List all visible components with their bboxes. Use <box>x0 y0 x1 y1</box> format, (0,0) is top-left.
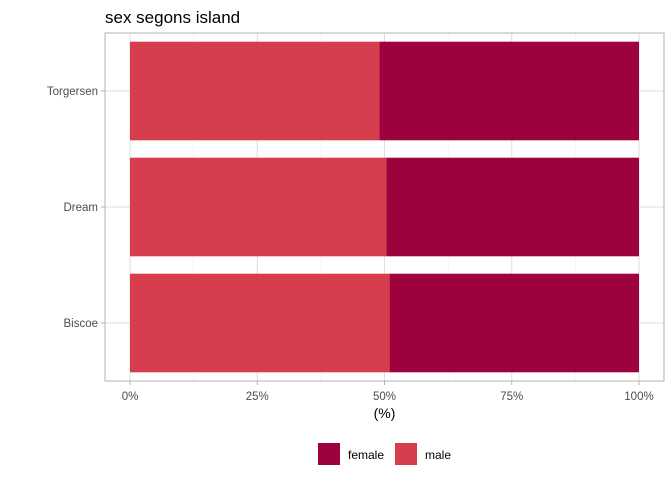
x-axis-title: (%) <box>374 405 396 421</box>
y-axis: Biscoe Dream Torgersen <box>47 86 105 330</box>
bar-male-torgersen <box>130 41 380 141</box>
chart-title: sex segons island <box>105 8 240 27</box>
legend-label-female: female <box>348 448 384 462</box>
legend: female male <box>318 443 451 465</box>
bar-female-biscoe <box>389 273 639 373</box>
legend-swatch-female <box>318 443 340 465</box>
x-tick-label: 50% <box>373 391 396 403</box>
x-tick-label: 100% <box>624 391 653 403</box>
x-tick-label: 25% <box>246 391 269 403</box>
y-tick-label: Dream <box>63 202 98 214</box>
bar-female-dream <box>386 157 639 257</box>
legend-label-male: male <box>425 448 451 462</box>
x-axis: 0% 25% 50% 75% 100% <box>122 381 654 403</box>
bars <box>130 41 639 373</box>
legend-swatch-male <box>395 443 417 465</box>
x-tick-label: 75% <box>500 391 523 403</box>
bar-male-dream <box>130 157 387 257</box>
y-tick-label: Torgersen <box>47 86 98 98</box>
bar-female-torgersen <box>379 41 639 141</box>
y-tick-label: Biscoe <box>63 318 98 330</box>
bar-male-biscoe <box>130 273 390 373</box>
x-tick-label: 0% <box>122 391 139 403</box>
